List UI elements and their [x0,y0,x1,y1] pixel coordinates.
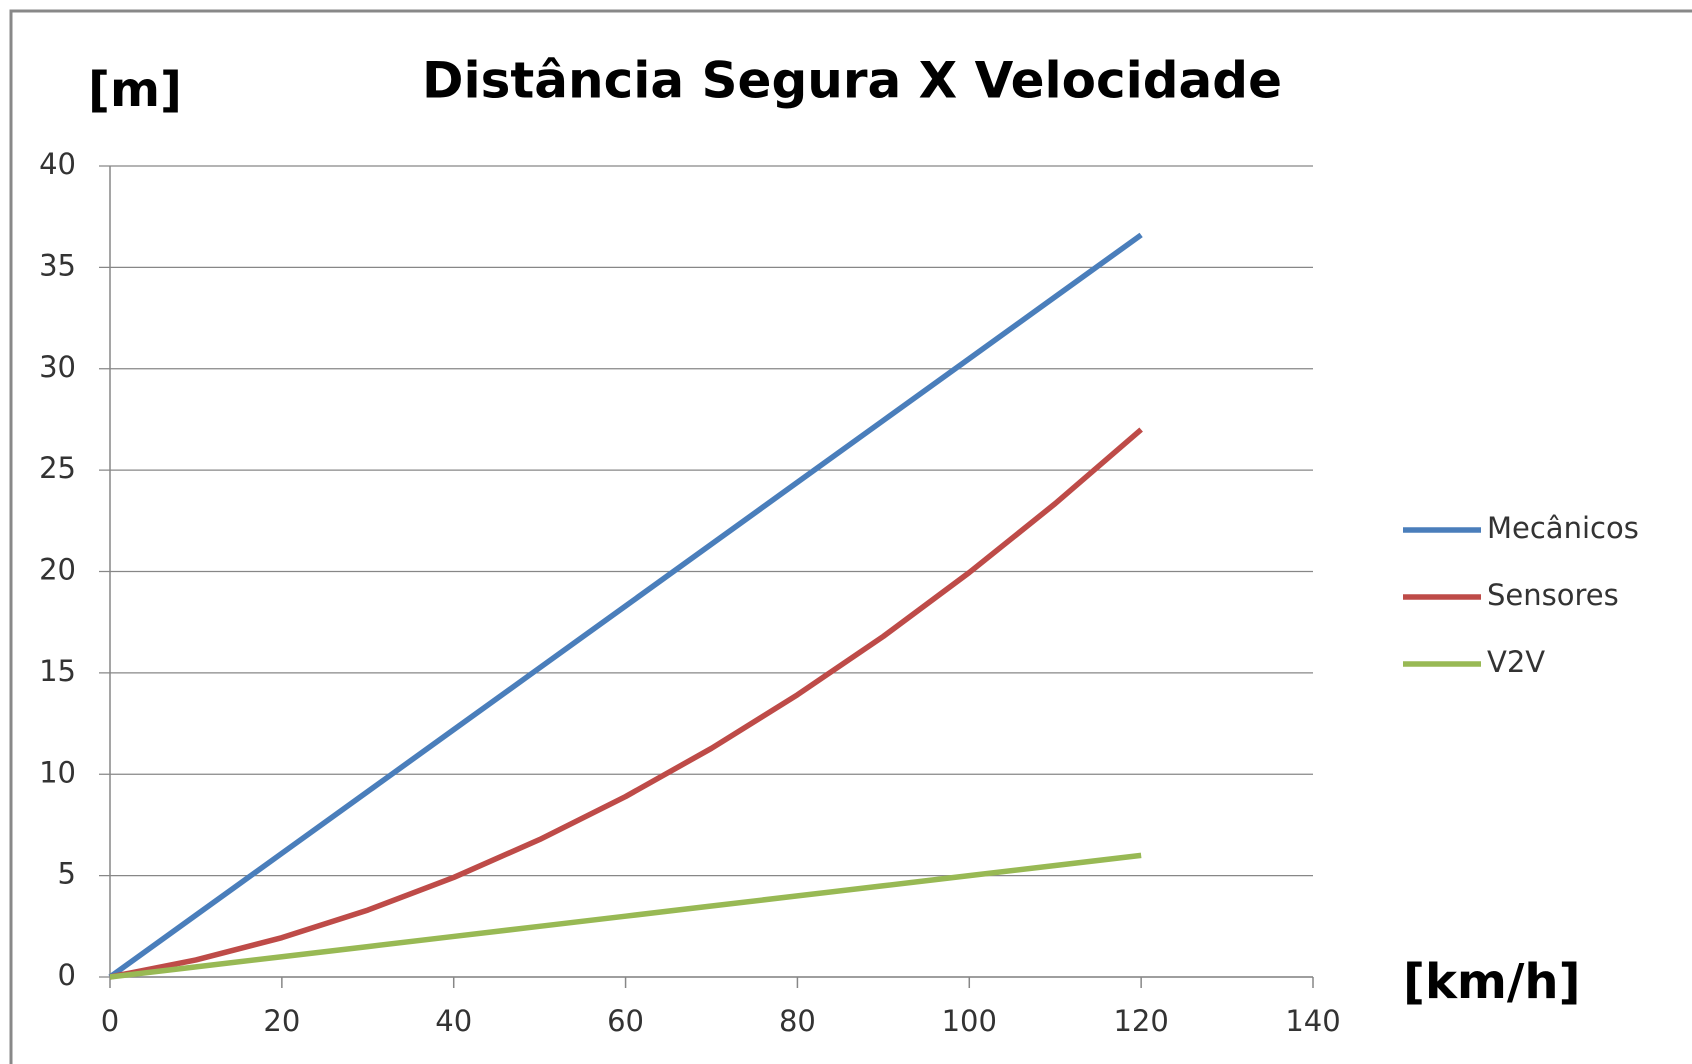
x-tick-label: 100 [942,1004,997,1038]
y-tick-label: 5 [58,857,76,891]
y-tick-label: 0 [58,958,76,992]
chart-title: Distância Segura X Velocidade [422,52,1282,110]
legend-label: V2V [1487,645,1545,679]
legend-label: Sensores [1487,578,1619,612]
series-line [108,232,1143,980]
y-tick-label: 35 [39,248,76,282]
x-tick-label: 140 [1285,1004,1340,1038]
x-tick-label: 120 [1113,1004,1168,1038]
x-tick-label: 60 [607,1004,644,1038]
x-tick-label: 20 [263,1004,300,1038]
x-tick-label: 80 [779,1004,816,1038]
y-tick-label: 10 [39,755,76,789]
legend-label: Mecânicos [1487,511,1639,545]
x-tick-label: 0 [101,1004,119,1038]
y-tick-label: 15 [39,654,76,688]
x-tick-label: 40 [435,1004,472,1038]
series-line [109,852,1142,980]
series-line [109,427,1143,980]
y-tick-label: 40 [39,147,76,181]
y-tick-label: 20 [39,553,76,587]
y-axis-label: [m] [88,62,182,118]
chart-frame [9,9,1692,1064]
x-axis-label: [km/h] [1403,954,1581,1010]
y-tick-label: 25 [39,451,76,485]
y-tick-label: 30 [39,350,76,384]
